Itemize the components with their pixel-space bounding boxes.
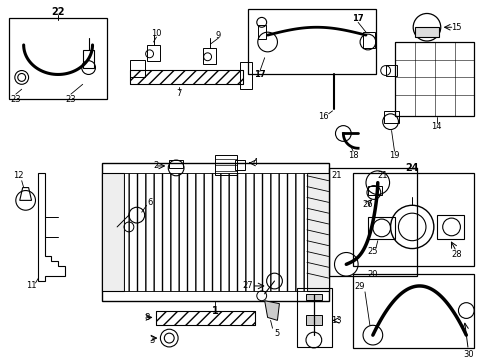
Text: 6: 6 <box>146 198 152 207</box>
Text: 3: 3 <box>148 336 154 345</box>
Text: 20: 20 <box>367 270 377 279</box>
Bar <box>257 25 265 39</box>
Bar <box>203 48 216 64</box>
Bar <box>82 50 94 68</box>
Bar <box>130 60 144 77</box>
Bar <box>247 9 375 75</box>
Text: 25: 25 <box>367 247 377 256</box>
Bar <box>305 315 321 325</box>
Bar <box>306 173 328 291</box>
Text: 1: 1 <box>212 306 219 316</box>
Text: 17: 17 <box>351 14 363 23</box>
Bar <box>362 32 374 48</box>
Bar <box>367 217 395 239</box>
Text: 23: 23 <box>65 95 76 104</box>
Bar <box>124 173 306 291</box>
Text: 4: 4 <box>252 158 257 167</box>
Bar <box>240 62 251 89</box>
Text: 22: 22 <box>51 8 65 18</box>
Text: 16: 16 <box>318 112 328 121</box>
Bar <box>124 173 306 291</box>
Bar <box>156 311 254 325</box>
Text: 18: 18 <box>347 150 358 159</box>
Bar <box>436 215 464 239</box>
Polygon shape <box>264 301 279 320</box>
Text: 13: 13 <box>330 316 341 325</box>
Text: 29: 29 <box>354 283 365 292</box>
Bar <box>235 160 244 170</box>
Text: 19: 19 <box>388 150 399 159</box>
Bar <box>383 111 399 123</box>
Bar <box>352 274 473 348</box>
Bar <box>130 69 243 84</box>
Bar <box>395 42 473 116</box>
Bar <box>367 186 381 195</box>
Text: 24: 24 <box>405 163 418 173</box>
Bar <box>385 65 397 76</box>
Bar <box>305 294 321 300</box>
Bar <box>169 160 183 168</box>
Text: 27: 27 <box>242 282 253 291</box>
Text: 28: 28 <box>450 250 461 259</box>
Bar <box>102 163 328 301</box>
Text: 9: 9 <box>215 31 221 40</box>
Text: 8: 8 <box>143 313 149 322</box>
Text: 7: 7 <box>176 89 182 98</box>
Text: 23: 23 <box>10 95 21 104</box>
Text: 5: 5 <box>274 329 280 338</box>
Bar <box>130 69 243 84</box>
Bar <box>156 311 254 325</box>
Bar <box>328 168 416 276</box>
Bar <box>352 173 473 266</box>
Bar <box>146 45 160 61</box>
Text: 17: 17 <box>253 70 265 79</box>
Text: 30: 30 <box>462 350 472 359</box>
Text: 21: 21 <box>330 171 341 180</box>
Bar <box>102 173 124 291</box>
Text: 10: 10 <box>151 29 162 38</box>
Text: 12: 12 <box>14 171 24 180</box>
Bar <box>9 18 107 99</box>
Text: 2: 2 <box>154 161 159 170</box>
Bar <box>414 27 438 37</box>
Text: 15: 15 <box>450 23 461 32</box>
Text: 21: 21 <box>377 171 387 180</box>
Text: 11: 11 <box>26 282 37 291</box>
Bar <box>215 155 237 175</box>
Text: 26: 26 <box>362 200 372 209</box>
Bar <box>297 288 331 347</box>
Text: 14: 14 <box>431 122 441 131</box>
